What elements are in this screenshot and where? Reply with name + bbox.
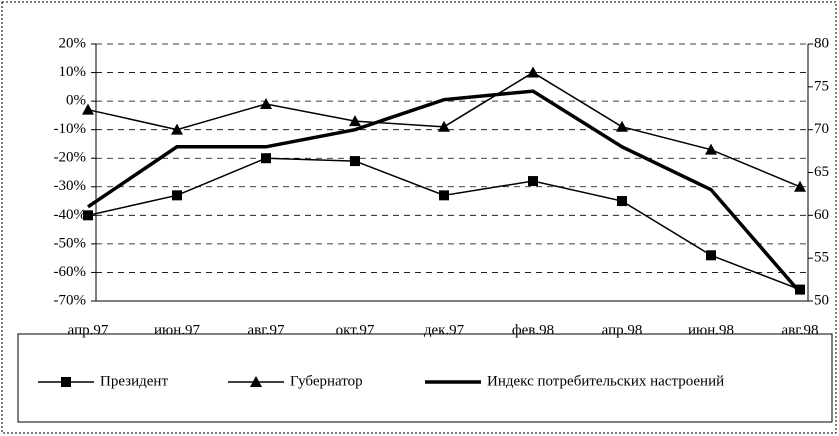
y-tick-label: -40%: [54, 207, 87, 223]
legend-label: Индекс потребительских настроений: [487, 373, 724, 389]
y2-tick-label: 80: [814, 35, 829, 51]
marker: [794, 180, 806, 192]
x-tick-label: апр.97: [68, 322, 109, 338]
series-line: [87, 89, 802, 294]
legend-label: Президент: [100, 373, 168, 389]
marker: [706, 250, 716, 261]
y-tick-label: 10%: [59, 64, 87, 80]
y-tick-label: -70%: [54, 292, 87, 308]
marker: [705, 143, 717, 155]
y-tick-label: -10%: [54, 121, 87, 137]
marker: [83, 210, 93, 221]
marker: [260, 97, 272, 109]
marker: [439, 190, 449, 201]
y2-tick-label: 60: [814, 207, 829, 223]
legend-box: [17, 333, 833, 423]
y2-tick-label: 65: [814, 164, 829, 180]
y2-tick-label: 50: [814, 292, 829, 308]
marker: [349, 115, 361, 127]
y-tick-label: -60%: [54, 264, 87, 280]
y-tick-label: -30%: [54, 178, 87, 194]
x-tick-label: авг.98: [782, 322, 819, 338]
y-tick-label: -50%: [54, 235, 87, 251]
x-tick-label: июн.97: [154, 322, 201, 338]
marker: [438, 120, 450, 132]
legend-label: Губернатор: [290, 373, 363, 389]
y-tick-label: -20%: [54, 150, 87, 166]
marker: [171, 123, 183, 135]
y2-tick-label: 55: [814, 250, 829, 266]
x-tick-label: дек.97: [424, 322, 465, 338]
marker: [82, 103, 94, 115]
marker: [617, 196, 627, 207]
y2-tick-label: 75: [814, 78, 829, 94]
y-tick-label: 0%: [66, 93, 86, 109]
x-tick-label: окт.97: [336, 322, 375, 338]
marker: [528, 176, 538, 187]
marker: [616, 120, 628, 132]
marker: [250, 376, 262, 387]
y-tick-label: 20%: [59, 35, 87, 51]
marker: [795, 284, 805, 295]
x-tick-label: авг.97: [248, 322, 285, 338]
marker: [261, 153, 271, 164]
marker: [527, 66, 539, 78]
marker: [350, 156, 360, 167]
marker: [172, 190, 182, 201]
x-tick-label: фев.98: [512, 322, 554, 338]
x-tick-label: апр.98: [602, 322, 643, 338]
marker: [61, 377, 71, 387]
y2-tick-label: 70: [814, 121, 829, 137]
x-tick-label: июн.98: [688, 322, 734, 338]
